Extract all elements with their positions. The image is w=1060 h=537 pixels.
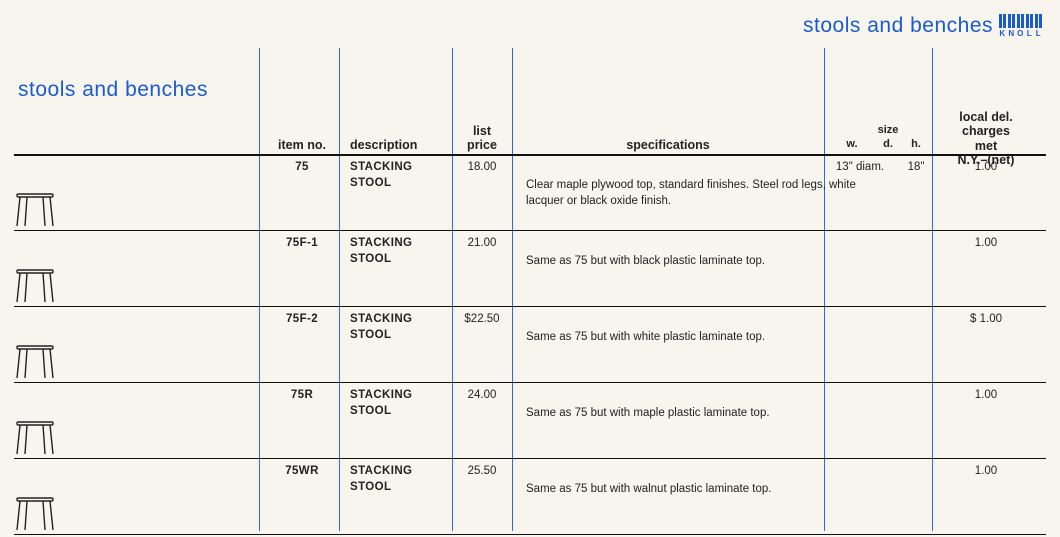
cell-list-price: 24.00 (468, 388, 497, 404)
cell-item-no: 75WR (285, 464, 319, 480)
knoll-letter: O (1017, 14, 1024, 38)
table-row: 75F-2 STACKING STOOL $22.50 Same as 75 but … (14, 308, 1046, 384)
hd-charges-l2: charges met (962, 124, 1010, 152)
cell-list-price: 18.00 (468, 160, 497, 176)
stool-icon (14, 420, 56, 456)
cell-charges: 1.00 (975, 464, 997, 480)
stool-icon (14, 344, 56, 380)
catalog-grid: item no. description list price specific… (14, 48, 1046, 531)
cell-charges: $ 1.00 (970, 312, 1002, 328)
hd-size-label: size (878, 124, 899, 136)
hd-size: size (878, 124, 899, 137)
cell-specifications: Same as 75 but with white plastic lamina… (526, 330, 765, 346)
hd-charges-l1: local del. (959, 110, 1013, 124)
table-row: 75R STACKING STOOL 24.00 Same as 75 but wit… (14, 384, 1046, 460)
cell-charges: 1.00 (975, 160, 997, 176)
hd-list-price-l2: price (467, 138, 497, 152)
column-headers: item no. description list price specific… (14, 104, 1046, 154)
hd-size-w: w. (846, 138, 857, 151)
stool-icon (14, 496, 56, 532)
cell-item-no: 75R (291, 388, 313, 404)
h-rule (14, 230, 1046, 231)
cell-specifications: Same as 75 but with maple plastic lamina… (526, 406, 770, 422)
cell-item-no: 75F-2 (286, 312, 318, 328)
hd-description: description (350, 138, 417, 152)
knoll-letter: N (1008, 14, 1015, 38)
cell-specifications: Same as 75 but with black plastic lamina… (526, 254, 765, 270)
section-title-right: stools and benches (803, 14, 993, 38)
stool-icon (14, 192, 56, 228)
hd-size-d: d. (883, 138, 893, 151)
cell-list-price: 21.00 (468, 236, 497, 252)
catalog-page: stools and benches stools and benches KN… (0, 0, 1060, 537)
hd-list-price-l1: list (473, 124, 491, 138)
knoll-letter: L (1026, 14, 1033, 38)
h-rule (14, 306, 1046, 307)
hd-item-no: item no. (278, 138, 326, 152)
h-rule (14, 458, 1046, 459)
cell-description: STACKING STOOL (350, 388, 412, 419)
cell-description: STACKING STOOL (350, 464, 412, 495)
hd-list-price: list price (467, 124, 497, 153)
cell-size-h: 18" (908, 160, 925, 176)
cell-description: STACKING STOOL (350, 312, 412, 343)
cell-description: STACKING STOOL (350, 236, 412, 267)
knoll-logo: KNOLL (999, 14, 1042, 38)
header-right: stools and benches KNOLL (803, 14, 1042, 38)
h-rule (14, 382, 1046, 383)
stool-icon (14, 268, 56, 304)
cell-charges: 1.00 (975, 236, 997, 252)
table-row: 75WR STACKING STOOL 25.50 Same as 75 but wi… (14, 460, 1046, 536)
cell-size-w: 13" diam. (836, 160, 884, 176)
cell-charges: 1.00 (975, 388, 997, 404)
cell-item-no: 75 (295, 160, 309, 176)
cell-item-no: 75F-1 (286, 236, 318, 252)
cell-specifications: Clear maple plywood top, standard finish… (526, 178, 856, 209)
h-rule (14, 534, 1046, 535)
cell-list-price: 25.50 (468, 464, 497, 480)
knoll-letter: K (999, 14, 1006, 38)
hd-size-h: h. (911, 138, 921, 151)
knoll-letter: L (1035, 14, 1042, 38)
hd-specifications: specifications (626, 138, 709, 152)
table-row: 75F-1 STACKING STOOL 21.00 Same as 75 but w… (14, 232, 1046, 308)
cell-specifications: Same as 75 but with walnut plastic lamin… (526, 482, 771, 498)
cell-list-price: $22.50 (464, 312, 499, 328)
table-row: 75 STACKING STOOL 18.00 Clear maple plywood… (14, 156, 1046, 232)
cell-description: STACKING STOOL (350, 160, 412, 191)
